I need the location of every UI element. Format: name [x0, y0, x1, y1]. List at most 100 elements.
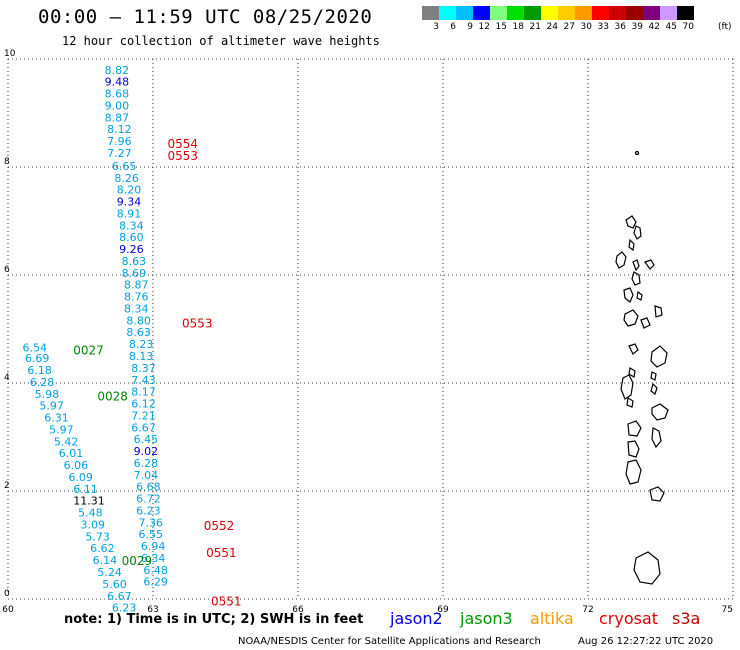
color-swatch: 33	[592, 6, 609, 32]
wave-height-label: 6.14	[93, 554, 118, 567]
legend-s3a: s3a	[672, 609, 701, 628]
color-swatch-label: 30	[580, 22, 592, 32]
color-swatch: 12	[473, 6, 490, 32]
island	[633, 225, 642, 240]
color-swatch: 21	[524, 6, 541, 32]
wave-height-label: 8.34	[124, 302, 149, 315]
wave-height-label: 5.48	[78, 507, 103, 520]
wave-height-label: 6.65	[112, 160, 136, 173]
island	[615, 251, 627, 269]
y-tick-label: 10	[4, 49, 16, 59]
wave-height-label: 6.18	[27, 364, 52, 377]
wave-height-label: 9.02	[134, 445, 159, 458]
wave-height-label: 8.26	[114, 172, 139, 185]
wave-height-label: 11.31	[73, 495, 105, 508]
page-subtitle: 12 hour collection of altimeter wave hei…	[62, 34, 380, 48]
wave-height-label: 6.68	[136, 481, 161, 494]
y-tick-label: 8	[4, 157, 10, 167]
color-swatch: 6	[439, 6, 456, 32]
wave-height-label: 6.72	[136, 493, 161, 506]
island	[651, 427, 662, 449]
color-swatch: 24	[541, 6, 558, 32]
y-tick-label: 4	[4, 373, 10, 383]
wave-height-label: 8.87	[105, 111, 129, 124]
wave-height-label: 7.27	[107, 147, 132, 160]
pass-number-label: 0553	[182, 317, 213, 331]
island	[628, 343, 639, 355]
pass-number-label: 0028	[97, 390, 128, 404]
color-swatch-label: 12	[478, 22, 490, 32]
wave-height-label: 6.69	[25, 352, 49, 365]
wave-height-label: 6.01	[59, 447, 84, 460]
color-swatch: 3	[422, 6, 439, 32]
color-swatch-label: 39	[631, 22, 643, 32]
wave-height-label: 6.09	[68, 471, 93, 484]
island	[625, 215, 637, 229]
color-swatch-label: 33	[597, 22, 609, 32]
island	[633, 551, 661, 585]
wave-height-label: 8.87	[124, 279, 149, 292]
wave-height-label: 8.12	[107, 123, 132, 136]
y-tick-label: 0	[4, 589, 10, 599]
pass-number-label: 0027	[73, 344, 104, 358]
island	[628, 367, 636, 378]
color-swatch: 42	[643, 6, 660, 32]
island	[623, 309, 639, 327]
wave-height-label: 9.34	[117, 196, 142, 209]
island	[650, 345, 668, 368]
wave-height-label: 7.96	[107, 135, 132, 148]
wave-height-label: 6.45	[134, 433, 159, 446]
island	[627, 440, 640, 458]
island	[650, 382, 658, 395]
wave-height-label: 8.37	[131, 362, 156, 375]
pass-number-label: 0551	[206, 546, 237, 560]
color-swatch: 18	[507, 6, 524, 32]
legend-cryosat: cryosat	[599, 609, 659, 628]
credit-line: NOAA/NESDIS Center for Satellite Applica…	[238, 636, 541, 647]
color-swatch: 30	[575, 6, 592, 32]
wave-height-label: 8.91	[117, 207, 142, 220]
pass-number-label: 0029	[122, 554, 153, 568]
wave-height-label: 6.67	[131, 421, 156, 434]
color-swatch-label: 36	[614, 22, 626, 32]
wave-observations: 8.829.488.689.008.878.127.967.276.658.26…	[23, 64, 168, 615]
wave-height-label: 6.94	[141, 540, 166, 553]
pass-number-label: 0554	[168, 137, 199, 151]
maldives-islands	[615, 150, 669, 585]
wave-height-label: 6.55	[139, 528, 164, 541]
x-tick-label: 63	[147, 605, 158, 615]
wave-height-label: 8.60	[119, 231, 143, 244]
island	[628, 238, 635, 252]
island	[620, 374, 634, 400]
wave-height-label: 6.06	[64, 459, 88, 472]
color-swatch: 39	[626, 6, 643, 32]
color-scale-bar: 3 6 9 12 15 18 21 24 27 30 33 36 39 42 45 70	[422, 6, 694, 32]
wave-height-label: 5.73	[85, 530, 110, 543]
wave-height-label: 5.60	[102, 578, 127, 591]
island	[623, 287, 634, 303]
wave-height-label: 6.62	[90, 542, 115, 555]
legend-jason2: jason2	[390, 609, 443, 628]
wave-height-label: 8.68	[105, 88, 129, 101]
wave-height-label: 5.97	[39, 400, 64, 413]
island	[636, 290, 643, 301]
wave-height-label: 8.69	[122, 267, 147, 280]
color-swatch-label: 21	[529, 22, 541, 32]
wave-height-label: 5.42	[54, 435, 79, 448]
color-swatch: 9	[456, 6, 473, 32]
wave-height-label: 6.23	[136, 504, 161, 517]
wave-height-label: 7.04	[134, 469, 159, 482]
x-tick-label: 75	[722, 605, 733, 615]
color-swatch-label: 27	[563, 22, 575, 32]
wave-height-label: 8.13	[129, 350, 154, 363]
y-tick-label: 2	[4, 481, 10, 491]
axis-tick-labels: 60 63 66 69 72 75 0 2 4 6 8 10	[2, 49, 733, 615]
wave-height-label: 8.34	[119, 219, 143, 232]
wave-height-label: 6.23	[112, 602, 136, 615]
color-swatch-label: 9	[467, 22, 473, 32]
color-swatch: 45	[660, 6, 677, 32]
wave-height-label: 8.17	[131, 386, 156, 399]
x-tick-label: 72	[582, 605, 593, 615]
color-swatch: 36	[609, 6, 626, 32]
wave-height-label: 8.82	[105, 64, 129, 77]
